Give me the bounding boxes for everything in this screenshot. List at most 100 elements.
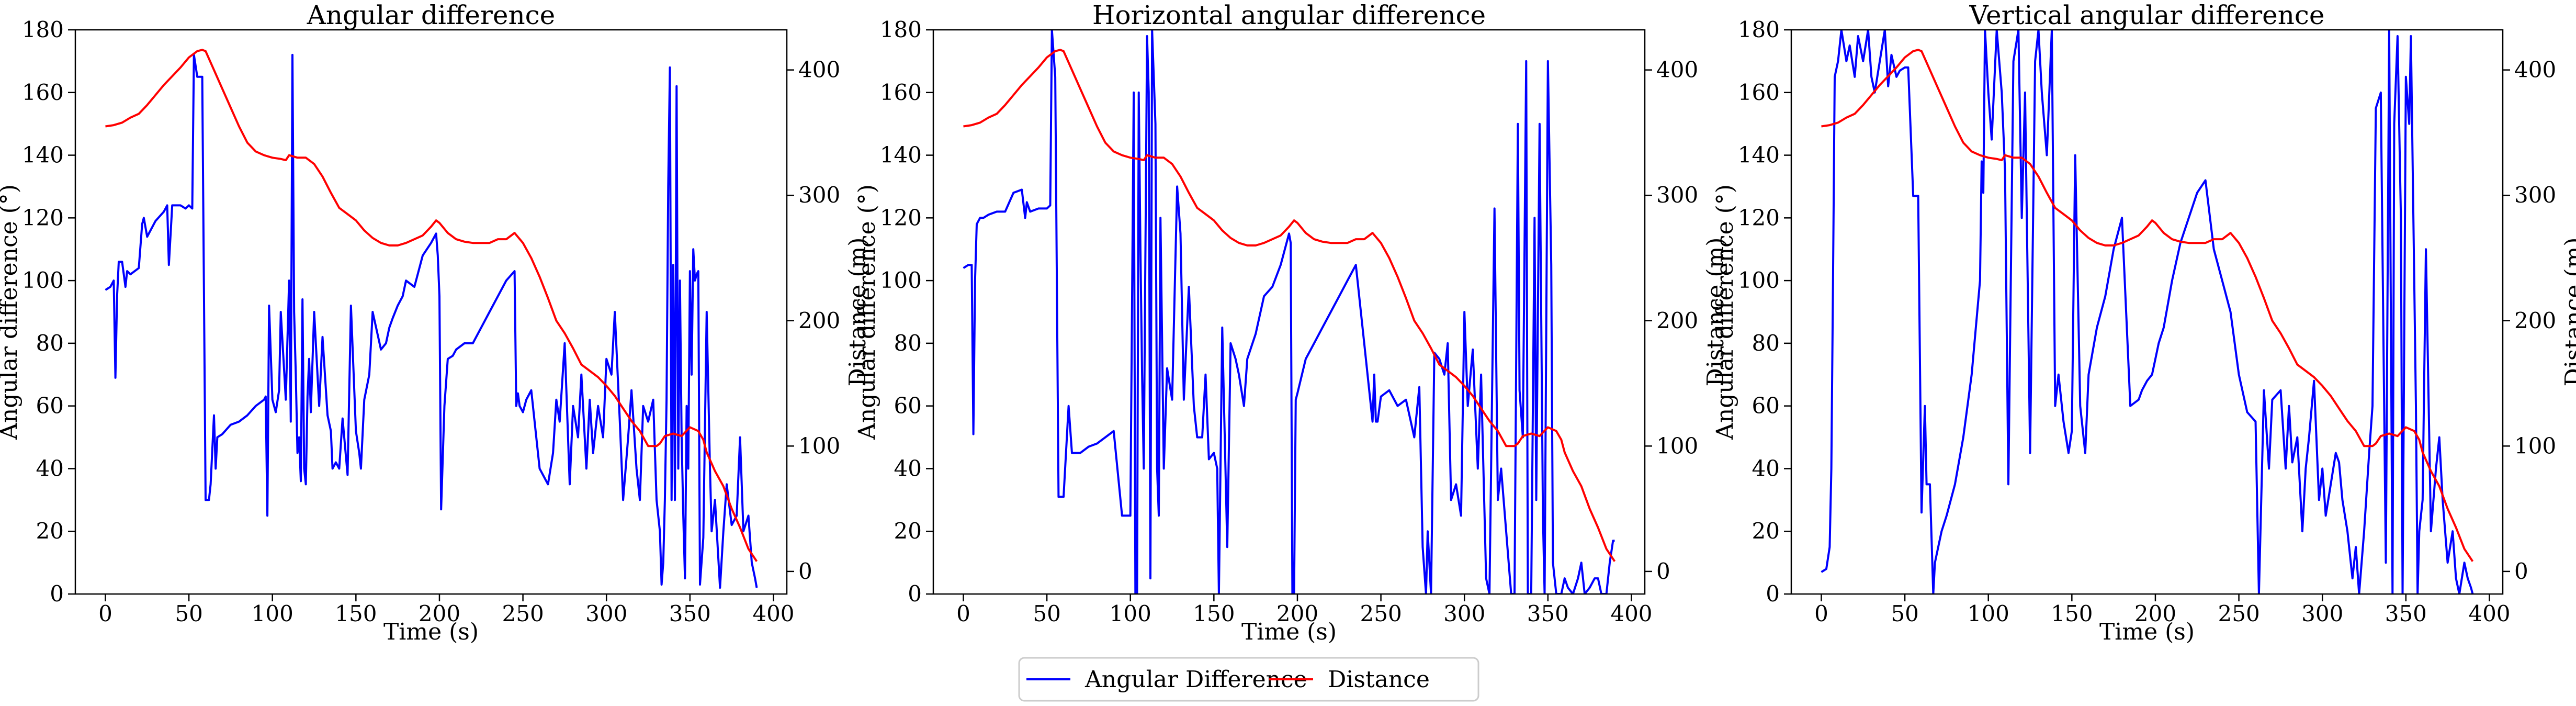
x-tick-label: 300 (585, 601, 627, 626)
y2-tick-label: 200 (2514, 308, 2556, 333)
chart-panel-2: 0 50 100 150 200 250 300 350 4000204060801001201… (854, 0, 1729, 645)
y-tick-label: 160 (22, 80, 64, 105)
y-tick-label: 0 (908, 581, 922, 607)
x-tick-label: 400 (2468, 601, 2510, 626)
x-tick-label: 200 (1276, 601, 1318, 626)
x-tick-label: 50 (1033, 601, 1060, 626)
y-tick-label: 100 (22, 267, 64, 293)
angular-difference-line (105, 53, 758, 589)
y-tick-label: 180 (22, 17, 64, 42)
x-tick-label: 50 (175, 601, 202, 626)
y-tick-label: 0 (50, 581, 64, 607)
y2-tick-label: 0 (1656, 558, 1670, 584)
x-tick-label: 150 (1193, 601, 1235, 626)
x-tick-label: 250 (1360, 601, 1402, 626)
y-tick-label: 100 (880, 267, 922, 293)
y2-tick-label: 300 (798, 182, 840, 208)
y2-tick-label: 200 (1656, 308, 1698, 333)
y-tick-label: 140 (22, 142, 64, 168)
legend-frame (1018, 657, 1479, 702)
y2-tick-label: 200 (798, 308, 840, 333)
legend: Angular Difference Distance (1018, 657, 1479, 702)
x-tick-label: 250 (2218, 601, 2260, 626)
chart-title: Vertical angular difference (1969, 0, 2324, 30)
x-tick-label: 50 (1891, 601, 1918, 626)
angular-difference-line (963, 30, 1615, 594)
y2-tick-label: 100 (2514, 433, 2556, 458)
y-tick-label: 80 (1752, 330, 1780, 356)
y-tick-label: 80 (36, 330, 64, 356)
chart-panel-3: 0 50 100 150 200 250 300 350 4000204060801001201… (1712, 0, 2576, 645)
y-tick-label: 140 (1738, 142, 1780, 168)
y2-axis-label: Distance (m) (2560, 238, 2576, 387)
x-tick-label: 100 (1110, 601, 1151, 626)
y2-axis-label: Distance (m) (844, 238, 871, 387)
x-axis-label: Time (s) (1241, 619, 1337, 645)
x-tick-label: 350 (669, 601, 711, 626)
chart-panels: 0 50 100 150 200 250 300 350 4000204060801001201… (0, 0, 2576, 645)
x-tick-label: 300 (2301, 601, 2343, 626)
y-tick-label: 40 (894, 455, 922, 481)
y-tick-label: 40 (1752, 455, 1780, 481)
y-tick-label: 20 (36, 518, 64, 544)
y2-tick-label: 0 (798, 558, 812, 584)
y-tick-label: 60 (1752, 393, 1780, 419)
y-axis-label: Angular difference (°) (854, 184, 880, 440)
y-tick-label: 60 (894, 393, 922, 419)
y-tick-label: 160 (1738, 80, 1780, 105)
x-tick-label: 0 (98, 601, 112, 626)
chart-title: Angular difference (307, 0, 556, 30)
x-axis-label: Time (s) (383, 619, 479, 645)
y2-axis-label: Distance (m) (1702, 238, 1729, 387)
y-tick-label: 20 (1752, 518, 1780, 544)
x-tick-label: 350 (2385, 601, 2427, 626)
y2-tick-label: 400 (2514, 57, 2556, 83)
x-tick-label: 350 (1527, 601, 1569, 626)
y-axis-label: Angular difference (°) (0, 184, 22, 440)
y-tick-label: 100 (1738, 267, 1780, 293)
x-tick-label: 200 (2134, 601, 2176, 626)
chart-panel-1: 0 50 100 150 200 250 300 350 4000204060801001201… (0, 0, 871, 645)
chart-title: Horizontal angular difference (1092, 0, 1486, 30)
y2-tick-label: 300 (2514, 182, 2556, 208)
y-tick-label: 60 (36, 393, 64, 419)
plot-frame (932, 29, 1646, 595)
x-tick-label: 0 (1814, 601, 1828, 626)
y-tick-label: 180 (880, 17, 922, 42)
y-tick-label: 120 (1738, 205, 1780, 230)
y-tick-label: 120 (22, 205, 64, 230)
distance-line (1821, 49, 2474, 562)
x-tick-label: 0 (956, 601, 970, 626)
y2-tick-label: 400 (798, 57, 840, 83)
y-tick-label: 0 (1766, 581, 1780, 607)
x-tick-label: 400 (1610, 601, 1652, 626)
x-tick-label: 150 (2051, 601, 2093, 626)
y2-tick-label: 400 (1656, 57, 1698, 83)
x-tick-label: 250 (502, 601, 544, 626)
y-tick-label: 120 (880, 205, 922, 230)
plot-frame (74, 29, 788, 595)
y2-tick-label: 100 (1656, 433, 1698, 458)
y-tick-label: 160 (880, 80, 922, 105)
x-tick-label: 100 (1968, 601, 2009, 626)
y-tick-label: 20 (894, 518, 922, 544)
y2-tick-label: 100 (798, 433, 840, 458)
plot-frame (1790, 29, 2504, 595)
distance-line (105, 49, 758, 562)
legend-distance-label: Distance (1328, 666, 1430, 693)
y-tick-label: 40 (36, 455, 64, 481)
y-axis-label: Angular difference (°) (1712, 184, 1738, 440)
distance-line (963, 49, 1616, 562)
y2-tick-label: 0 (2514, 558, 2528, 584)
x-tick-label: 300 (1443, 601, 1485, 626)
y-tick-label: 180 (1738, 17, 1780, 42)
x-tick-label: 400 (752, 601, 794, 626)
angular-difference-line (1821, 30, 2474, 594)
x-tick-label: 150 (335, 601, 377, 626)
x-axis-label: Time (s) (2099, 619, 2195, 645)
y2-tick-label: 300 (1656, 182, 1698, 208)
y-tick-label: 140 (880, 142, 922, 168)
y-tick-label: 80 (894, 330, 922, 356)
x-tick-label: 200 (419, 601, 460, 626)
